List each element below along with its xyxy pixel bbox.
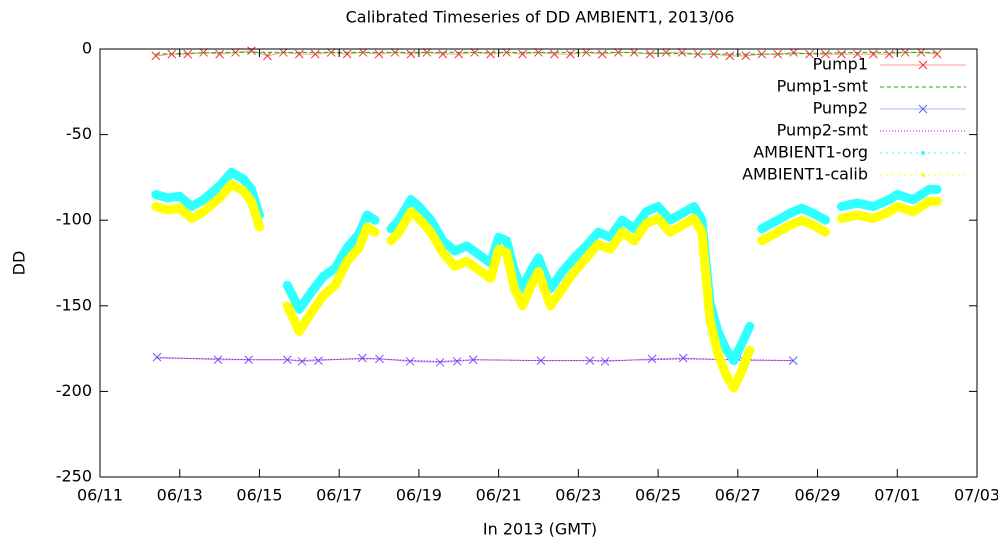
legend-marker	[921, 173, 925, 177]
point-marker	[678, 353, 688, 363]
series-line	[156, 357, 794, 362]
point-marker	[405, 357, 415, 366]
legend: Pump1 Pump1-smt Pump2 Pump2-smt AMBIENT1-org…	[742, 55, 966, 184]
plot-frame	[99, 48, 978, 478]
point-marker	[486, 49, 496, 59]
point-marker	[647, 354, 657, 364]
point-marker	[645, 49, 655, 59]
point-marker	[534, 48, 543, 57]
point-marker	[374, 49, 384, 59]
point-marker	[357, 353, 367, 363]
x-tick-label: 07/01	[874, 486, 920, 505]
point-marker	[297, 357, 307, 366]
point-marker	[661, 48, 671, 57]
point-marker	[310, 49, 320, 59]
series-line	[151, 179, 942, 393]
point-marker	[884, 49, 894, 59]
point-marker	[183, 49, 193, 59]
legend-marker	[921, 151, 925, 155]
y-tick-label: -200	[56, 381, 92, 400]
x-tick-label: 07/03	[954, 486, 998, 505]
point-marker	[600, 357, 610, 366]
point-marker	[677, 48, 687, 57]
x-tick-label: 06/21	[476, 486, 522, 505]
point-marker	[314, 356, 323, 365]
x-tick-label: 06/11	[77, 486, 123, 505]
point-marker	[853, 49, 862, 59]
y-axis-label: DD	[10, 251, 29, 276]
point-marker	[422, 48, 432, 57]
legend-label: Pump2-smt	[777, 121, 868, 140]
y-tick-label: -150	[56, 295, 92, 314]
point-marker	[454, 49, 464, 59]
point-marker	[435, 357, 445, 367]
point-marker	[550, 49, 559, 59]
point-marker	[438, 49, 448, 59]
legend-marker	[918, 60, 928, 70]
legend-marker	[918, 104, 928, 114]
x-tick-label: 06/17	[316, 486, 362, 505]
point-marker	[342, 49, 352, 59]
x-tick-label: 06/29	[794, 486, 840, 505]
x-tick-label: 06/25	[635, 486, 681, 505]
x-tick-label: 06/27	[715, 486, 761, 505]
x-tick-label: 06/19	[396, 486, 442, 505]
point-marker	[597, 49, 607, 59]
point-marker	[805, 49, 814, 59]
point-marker	[789, 48, 798, 57]
point-marker	[869, 49, 878, 59]
point-marker	[294, 49, 304, 59]
point-marker	[213, 355, 223, 365]
x-axis-label: In 2013 (GMT)	[483, 520, 597, 539]
legend-label: AMBIENT1-org	[753, 143, 868, 162]
point-marker	[725, 51, 735, 61]
point-marker	[152, 352, 162, 362]
legend-label: Pump1	[813, 55, 868, 74]
point-marker	[199, 48, 208, 57]
point-marker	[932, 49, 942, 59]
series-line	[151, 167, 942, 366]
point-marker	[518, 49, 527, 59]
point-marker	[406, 49, 416, 59]
legend-label: AMBIENT1-calib	[742, 165, 868, 184]
chart-title: Calibrated Timeseries of DD AMBIENT1, 20…	[346, 8, 735, 27]
point-marker	[837, 49, 846, 59]
y-tick-label: 0	[82, 39, 92, 58]
point-marker	[215, 49, 224, 59]
y-tick-label: -50	[66, 124, 92, 143]
x-tick-label: 06/23	[555, 486, 601, 505]
point-marker	[821, 49, 830, 59]
x-tick-label: 06/15	[236, 486, 282, 505]
y-tick-label: -250	[56, 467, 92, 486]
point-marker	[247, 46, 256, 56]
point-marker	[263, 51, 272, 61]
point-marker	[773, 49, 783, 59]
legend-label: Pump1-smt	[777, 77, 868, 96]
y-tick-label: -100	[56, 210, 92, 229]
point-marker	[566, 49, 575, 59]
point-marker	[741, 51, 751, 61]
x-tick-label: 06/13	[157, 486, 203, 505]
point-marker	[151, 51, 161, 61]
point-marker	[452, 357, 462, 366]
point-marker	[709, 49, 719, 59]
point-marker	[244, 355, 254, 365]
legend-label: Pump2	[813, 99, 868, 118]
